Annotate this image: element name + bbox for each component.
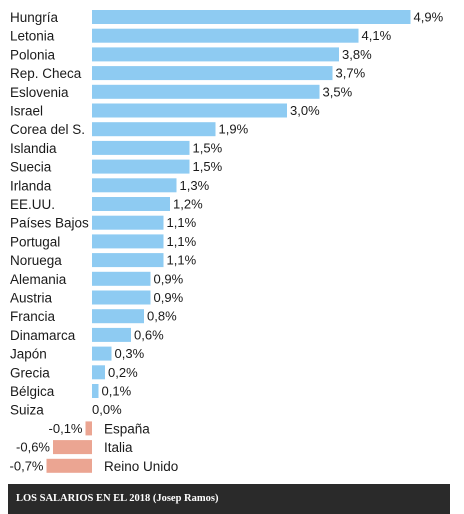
value-label-8: 1,5% xyxy=(193,159,223,174)
bar-18 xyxy=(92,346,112,361)
category-label-16: Francia xyxy=(10,309,56,324)
bar-23 xyxy=(53,440,92,455)
value-label-17: 0,6% xyxy=(134,327,164,342)
value-label-23: -0,6% xyxy=(16,440,50,455)
bar-13 xyxy=(92,253,164,268)
category-label-2: Polonia xyxy=(10,47,56,62)
value-label-20: 0,1% xyxy=(102,384,132,399)
value-label-24: -0,7% xyxy=(10,458,44,473)
bar-16 xyxy=(92,309,144,324)
value-label-7: 1,5% xyxy=(193,140,223,155)
category-label-23: Italia xyxy=(104,440,133,455)
category-label-4: Eslovenia xyxy=(10,85,69,100)
category-label-11: Países Bajos xyxy=(10,216,89,231)
value-label-1: 4,1% xyxy=(362,28,392,43)
category-label-14: Alemania xyxy=(10,272,67,287)
category-label-15: Austria xyxy=(10,291,53,306)
bar-0 xyxy=(92,10,411,24)
category-label-12: Portugal xyxy=(10,234,60,249)
value-label-10: 1,2% xyxy=(173,197,203,212)
value-label-11: 1,1% xyxy=(167,215,197,230)
bar-8 xyxy=(92,159,190,174)
value-label-22: -0,1% xyxy=(49,421,83,436)
value-label-5: 3,0% xyxy=(290,103,320,118)
bar-20 xyxy=(92,384,99,398)
value-label-12: 1,1% xyxy=(167,234,197,249)
category-label-20: Bélgica xyxy=(10,384,55,399)
bar-5 xyxy=(92,103,287,118)
category-label-13: Noruega xyxy=(10,253,62,268)
category-label-6: Corea del S. xyxy=(10,122,85,137)
value-label-2: 3,8% xyxy=(342,47,372,62)
chart-caption: LOS SALARIOS EN EL 2018 (Josep Ramos) xyxy=(8,484,450,514)
category-label-19: Grecia xyxy=(10,365,50,380)
chart: 4,9% Hungría 4,1% Letonia 3,8% Polonia 3,7% Rep… xyxy=(10,10,444,474)
bar-9 xyxy=(92,178,177,193)
bar-14 xyxy=(92,271,151,286)
bar-4 xyxy=(92,84,320,99)
bar-15 xyxy=(92,290,151,305)
value-label-15: 0,9% xyxy=(154,290,184,305)
bar-1 xyxy=(92,28,359,43)
bar-2 xyxy=(92,47,339,62)
bar-10 xyxy=(92,197,170,211)
category-label-22: España xyxy=(104,421,150,436)
category-label-1: Letonia xyxy=(10,29,55,44)
category-label-3: Rep. Checa xyxy=(10,66,82,81)
bar-6 xyxy=(92,122,216,137)
bar-chart-svg: 4,9% Hungría 4,1% Letonia 3,8% Polonia 3,7% Rep… xyxy=(10,10,444,474)
category-label-9: Irlanda xyxy=(10,178,52,193)
category-label-21: Suiza xyxy=(10,403,44,418)
bar-24 xyxy=(46,458,92,473)
category-label-8: Suecia xyxy=(10,160,52,175)
value-label-3: 3,7% xyxy=(336,66,366,81)
bar-22 xyxy=(85,421,92,436)
value-label-18: 0,3% xyxy=(115,346,145,361)
category-label-0: Hungría xyxy=(10,10,59,25)
category-label-10: EE.UU. xyxy=(10,197,55,212)
category-label-7: Islandia xyxy=(10,141,57,156)
bar-19 xyxy=(92,365,105,380)
bar-12 xyxy=(92,234,164,249)
category-label-5: Israel xyxy=(10,104,43,119)
category-label-18: Japón xyxy=(10,347,47,362)
value-label-16: 0,8% xyxy=(147,309,177,324)
value-label-13: 1,1% xyxy=(167,253,197,268)
value-label-0: 4,9% xyxy=(414,10,444,25)
bar-11 xyxy=(92,215,164,230)
value-label-19: 0,2% xyxy=(108,365,138,380)
bar-7 xyxy=(92,140,190,155)
value-label-4: 3,5% xyxy=(323,84,353,99)
value-label-14: 0,9% xyxy=(154,271,184,286)
value-label-9: 1,3% xyxy=(180,178,210,193)
bar-3 xyxy=(92,66,333,81)
bar-17 xyxy=(92,327,131,342)
value-label-6: 1,9% xyxy=(219,122,249,137)
category-label-17: Dinamarca xyxy=(10,328,76,343)
category-label-24: Reino Unido xyxy=(104,459,178,474)
value-label-21: 0,0% xyxy=(92,402,122,417)
